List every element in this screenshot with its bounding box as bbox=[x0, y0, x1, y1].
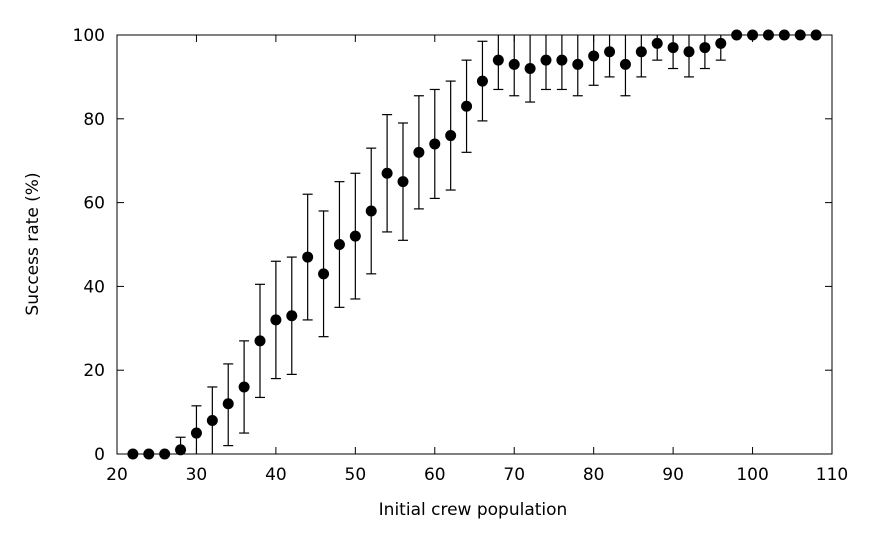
data-point bbox=[175, 444, 187, 456]
data-point bbox=[476, 75, 488, 87]
data-point bbox=[159, 448, 171, 460]
data-point bbox=[651, 37, 663, 49]
data-point bbox=[540, 54, 552, 66]
data-point bbox=[461, 100, 473, 112]
data-point bbox=[556, 54, 568, 66]
y-tick-label: 60 bbox=[83, 194, 105, 214]
data-point bbox=[588, 50, 600, 62]
data-point bbox=[619, 58, 631, 70]
y-axis: 0 20 40 60 80 100 bbox=[73, 26, 832, 465]
x-tick-label: 50 bbox=[345, 465, 367, 485]
data-point bbox=[270, 314, 282, 326]
x-tick-label: 60 bbox=[424, 465, 446, 485]
data-point bbox=[429, 138, 441, 150]
data-point bbox=[524, 63, 536, 75]
data-point bbox=[238, 381, 250, 393]
data-point bbox=[254, 335, 266, 347]
data-point bbox=[778, 29, 790, 41]
x-tick-label: 80 bbox=[583, 465, 605, 485]
data-point bbox=[747, 29, 759, 41]
x-tick-label: 70 bbox=[503, 465, 525, 485]
data-point bbox=[731, 29, 743, 41]
data-point bbox=[715, 37, 727, 49]
data-point bbox=[508, 58, 520, 70]
data-point bbox=[190, 427, 202, 439]
y-tick-label: 20 bbox=[83, 361, 105, 381]
data-point bbox=[206, 414, 218, 426]
x-tick-label: 100 bbox=[736, 465, 768, 485]
x-axis: 20 30 40 50 60 70 80 90 100 110 bbox=[106, 35, 848, 485]
y-axis-title: Success rate (%) bbox=[23, 172, 43, 315]
x-axis-title: Initial crew population bbox=[379, 500, 568, 520]
data-point bbox=[683, 46, 695, 58]
data-point bbox=[794, 29, 806, 41]
data-point bbox=[127, 448, 139, 460]
data-point bbox=[572, 58, 584, 70]
y-tick-label: 40 bbox=[83, 277, 105, 297]
data-point bbox=[302, 251, 314, 263]
y-tick-label: 100 bbox=[73, 26, 105, 46]
data-point bbox=[143, 448, 155, 460]
y-tick-label: 80 bbox=[83, 110, 105, 130]
data-point bbox=[397, 176, 409, 188]
error-bars bbox=[175, 35, 726, 454]
plot-frame bbox=[116, 34, 833, 455]
data-point bbox=[381, 167, 393, 179]
data-point bbox=[222, 398, 234, 410]
data-point bbox=[349, 230, 361, 242]
x-tick-label: 40 bbox=[265, 465, 287, 485]
data-point bbox=[365, 205, 377, 217]
plot-border bbox=[116, 34, 833, 455]
x-tick-label: 110 bbox=[816, 465, 848, 485]
x-tick-label: 30 bbox=[186, 465, 208, 485]
data-point bbox=[492, 54, 504, 66]
data-point bbox=[413, 146, 425, 158]
data-point bbox=[286, 310, 298, 322]
y-tick-label: 0 bbox=[94, 445, 105, 465]
data-point bbox=[635, 46, 647, 58]
data-point bbox=[762, 29, 774, 41]
x-tick-label: 20 bbox=[106, 465, 128, 485]
data-point bbox=[318, 268, 330, 280]
data-point bbox=[604, 46, 616, 58]
data-point bbox=[699, 42, 711, 54]
data-point bbox=[667, 42, 679, 54]
data-point bbox=[333, 239, 345, 250]
data-points bbox=[127, 29, 822, 460]
x-tick-label: 90 bbox=[662, 465, 684, 485]
data-point bbox=[445, 130, 457, 142]
data-point bbox=[810, 29, 822, 41]
